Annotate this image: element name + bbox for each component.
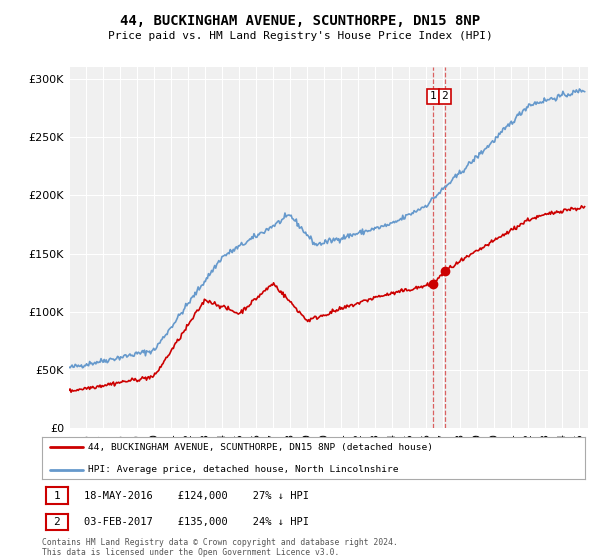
Text: 1: 1 (53, 491, 61, 501)
Text: 03-FEB-2017    £135,000    24% ↓ HPI: 03-FEB-2017 £135,000 24% ↓ HPI (84, 517, 309, 527)
Text: 18-MAY-2016    £124,000    27% ↓ HPI: 18-MAY-2016 £124,000 27% ↓ HPI (84, 491, 309, 501)
Text: 44, BUCKINGHAM AVENUE, SCUNTHORPE, DN15 8NP: 44, BUCKINGHAM AVENUE, SCUNTHORPE, DN15 … (120, 14, 480, 28)
Text: Contains HM Land Registry data © Crown copyright and database right 2024.
This d: Contains HM Land Registry data © Crown c… (42, 538, 398, 557)
Text: Price paid vs. HM Land Registry's House Price Index (HPI): Price paid vs. HM Land Registry's House … (107, 31, 493, 41)
Text: 44, BUCKINGHAM AVENUE, SCUNTHORPE, DN15 8NP (detached house): 44, BUCKINGHAM AVENUE, SCUNTHORPE, DN15 … (88, 443, 433, 452)
Text: 2: 2 (53, 517, 61, 527)
Text: 1: 1 (430, 91, 436, 101)
Text: 2: 2 (442, 91, 448, 101)
Text: HPI: Average price, detached house, North Lincolnshire: HPI: Average price, detached house, Nort… (88, 465, 398, 474)
